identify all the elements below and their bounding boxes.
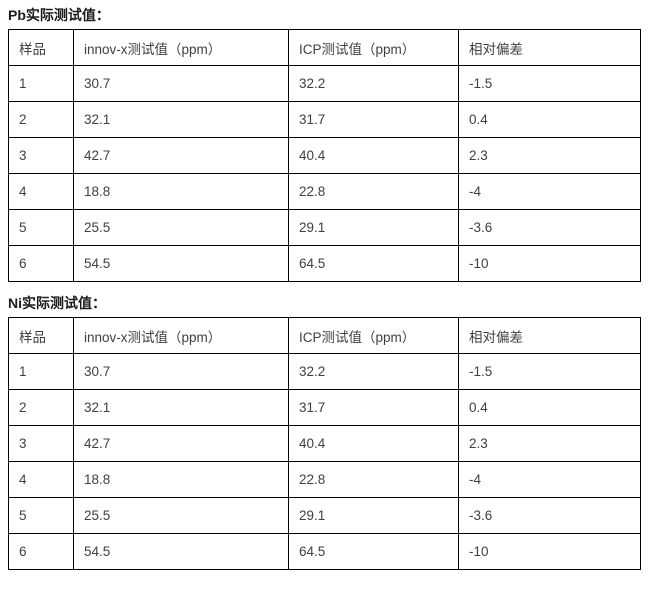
cell-sample: 6	[8, 533, 74, 571]
header-sample: 样品	[8, 317, 74, 355]
pb-table: 样品 innov-x测试值（ppm） ICP测试值（ppm） 相对偏差 1 30…	[8, 29, 641, 283]
cell-sample: 5	[8, 497, 74, 535]
cell-sample: 1	[8, 353, 74, 391]
cell-innovx: 25.5	[73, 209, 289, 247]
cell-sample: 5	[8, 209, 74, 247]
table-row: 1 30.7 32.2 -1.5	[8, 65, 641, 103]
table-row: 5 25.5 29.1 -3.6	[8, 209, 641, 247]
cell-sample: 4	[8, 173, 74, 211]
cell-deviation: -10	[458, 245, 641, 283]
header-icp: ICP测试值（ppm）	[288, 29, 459, 67]
cell-icp: 22.8	[288, 173, 459, 211]
cell-innovx: 32.1	[73, 101, 289, 139]
header-deviation: 相对偏差	[458, 317, 641, 355]
cell-sample: 3	[8, 137, 74, 175]
header-row: 样品 innov-x测试值（ppm） ICP测试值（ppm） 相对偏差	[8, 29, 641, 67]
cell-icp: 64.5	[288, 533, 459, 571]
table-row: 1 30.7 32.2 -1.5	[8, 353, 641, 391]
cell-icp: 29.1	[288, 497, 459, 535]
header-innovx: innov-x测试值（ppm）	[73, 29, 289, 67]
pb-table-section: Pb实际测试值： 样品 innov-x测试值（ppm） ICP测试值（ppm） …	[8, 7, 642, 283]
cell-innovx: 30.7	[73, 65, 289, 103]
cell-sample: 1	[8, 65, 74, 103]
cell-icp: 31.7	[288, 101, 459, 139]
cell-sample: 6	[8, 245, 74, 283]
cell-sample: 2	[8, 389, 74, 427]
cell-icp: 31.7	[288, 389, 459, 427]
header-innovx: innov-x测试值（ppm）	[73, 317, 289, 355]
cell-deviation: -4	[458, 461, 641, 499]
header-icp: ICP测试值（ppm）	[288, 317, 459, 355]
table-row: 3 42.7 40.4 2.3	[8, 137, 641, 175]
cell-deviation: -3.6	[458, 497, 641, 535]
cell-deviation: 0.4	[458, 101, 641, 139]
table-row: 2 32.1 31.7 0.4	[8, 101, 641, 139]
cell-sample: 4	[8, 461, 74, 499]
header-row: 样品 innov-x测试值（ppm） ICP测试值（ppm） 相对偏差	[8, 317, 641, 355]
table-row: 4 18.8 22.8 -4	[8, 461, 641, 499]
header-sample: 样品	[8, 29, 74, 67]
table-row: 3 42.7 40.4 2.3	[8, 425, 641, 463]
cell-deviation: 2.3	[458, 425, 641, 463]
ni-table-title: Ni实际测试值：	[8, 295, 106, 312]
cell-innovx: 18.8	[73, 173, 289, 211]
table-row: 4 18.8 22.8 -4	[8, 173, 641, 211]
table-row: 6 54.5 64.5 -10	[8, 245, 641, 283]
table-row: 5 25.5 29.1 -3.6	[8, 497, 641, 535]
cell-innovx: 42.7	[73, 425, 289, 463]
cell-innovx: 18.8	[73, 461, 289, 499]
cell-innovx: 54.5	[73, 533, 289, 571]
cell-deviation: -1.5	[458, 353, 641, 391]
cell-deviation: -1.5	[458, 65, 641, 103]
cell-icp: 32.2	[288, 353, 459, 391]
cell-deviation: -10	[458, 533, 641, 571]
ni-table-section: Ni实际测试值： 样品 innov-x测试值（ppm） ICP测试值（ppm） …	[8, 295, 642, 571]
cell-innovx: 42.7	[73, 137, 289, 175]
header-deviation: 相对偏差	[458, 29, 641, 67]
cell-sample: 3	[8, 425, 74, 463]
cell-icp: 40.4	[288, 425, 459, 463]
cell-deviation: 0.4	[458, 389, 641, 427]
table-row: 2 32.1 31.7 0.4	[8, 389, 641, 427]
cell-innovx: 32.1	[73, 389, 289, 427]
cell-icp: 64.5	[288, 245, 459, 283]
cell-innovx: 54.5	[73, 245, 289, 283]
cell-icp: 29.1	[288, 209, 459, 247]
cell-deviation: -3.6	[458, 209, 641, 247]
cell-icp: 32.2	[288, 65, 459, 103]
cell-innovx: 30.7	[73, 353, 289, 391]
cell-deviation: 2.3	[458, 137, 641, 175]
ni-table: 样品 innov-x测试值（ppm） ICP测试值（ppm） 相对偏差 1 30…	[8, 317, 641, 571]
cell-innovx: 25.5	[73, 497, 289, 535]
table-row: 6 54.5 64.5 -10	[8, 533, 641, 571]
cell-icp: 22.8	[288, 461, 459, 499]
cell-deviation: -4	[458, 173, 641, 211]
cell-sample: 2	[8, 101, 74, 139]
cell-icp: 40.4	[288, 137, 459, 175]
pb-table-title: Pb实际测试值：	[8, 7, 110, 23]
